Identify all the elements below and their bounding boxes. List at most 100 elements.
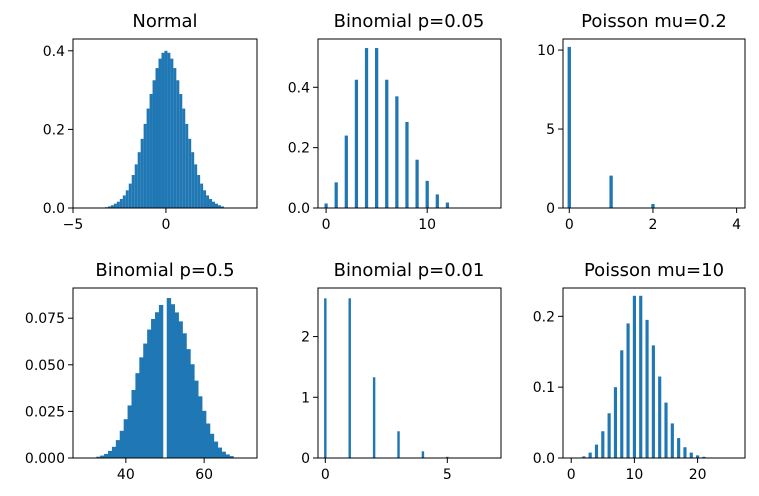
bar — [609, 175, 613, 208]
bar — [152, 80, 156, 208]
bar — [131, 389, 136, 458]
bar — [209, 198, 213, 208]
bar — [212, 201, 215, 208]
y-tick-label: 0.0 — [288, 201, 310, 217]
bar — [178, 321, 183, 458]
y-axis-ticks: 0 1 2 — [301, 330, 318, 467]
axes-frame — [562, 38, 746, 209]
bar — [170, 58, 174, 209]
bar — [385, 79, 389, 209]
bar — [601, 431, 605, 458]
bar — [702, 456, 706, 458]
bar — [220, 206, 224, 208]
bar — [200, 183, 204, 208]
bar — [405, 121, 409, 208]
bar — [354, 79, 359, 209]
bar — [161, 52, 165, 209]
bar — [683, 447, 687, 458]
bar — [158, 58, 162, 209]
bar — [166, 298, 172, 458]
bar — [348, 298, 351, 458]
bar — [164, 50, 168, 208]
bar — [188, 138, 192, 208]
bar — [201, 410, 207, 458]
bar — [174, 312, 179, 458]
subplot-binomial-p05: Binomial p=0.5 0.000 0.025 0.050 0.075 40 60 — [25, 260, 258, 483]
subplot-normal: Normal 0.0 0.2 0.4 −5 0 — [43, 11, 258, 233]
bar — [194, 380, 199, 458]
bar — [173, 68, 177, 208]
bar — [108, 450, 113, 458]
y-axis-ticks: 0 5 10 — [537, 43, 563, 217]
y-tick-label: 0 — [301, 451, 310, 467]
bar — [324, 203, 328, 208]
bar — [217, 447, 222, 458]
histogram-bars — [575, 295, 706, 459]
bar — [613, 387, 618, 458]
histogram-bars — [104, 50, 224, 209]
x-axis-ticks: 0 10 — [322, 208, 436, 233]
bar — [372, 377, 376, 458]
histogram-bars — [324, 298, 449, 458]
bar — [143, 123, 147, 208]
x-tick-label: 0 — [567, 467, 576, 483]
axes-frame — [72, 38, 258, 209]
bar — [696, 455, 700, 458]
y-tick-label: 5 — [546, 122, 555, 138]
bar — [209, 433, 215, 458]
bar — [134, 164, 138, 208]
bar — [689, 452, 693, 458]
bar — [421, 451, 425, 458]
bar — [194, 164, 198, 208]
x-tick-label: 5 — [443, 467, 452, 483]
bar — [415, 159, 419, 208]
x-tick-label: 0 — [565, 217, 574, 233]
y-tick-label: 0.2 — [288, 141, 310, 157]
x-tick-label: 10 — [418, 217, 436, 233]
subplot-title: Binomial p=0.01 — [334, 260, 485, 281]
bar — [324, 298, 327, 458]
bar — [123, 419, 129, 458]
bar — [140, 138, 144, 208]
bar — [143, 343, 148, 458]
bar — [158, 304, 164, 458]
bar — [435, 194, 439, 208]
subplot-title: Poisson mu=10 — [584, 260, 724, 281]
x-axis-ticks: 0 10 20 — [567, 458, 707, 483]
bar — [127, 405, 132, 458]
bar — [176, 80, 180, 208]
x-tick-label: 4 — [732, 217, 741, 233]
bar — [375, 48, 379, 208]
bar — [139, 357, 144, 458]
y-axis-ticks: 0.0 0.2 0.4 — [43, 44, 73, 217]
axes-frame — [317, 38, 502, 209]
bar — [167, 52, 171, 209]
y-tick-label: 0.4 — [288, 80, 310, 96]
axes-frame — [562, 287, 746, 459]
bar — [651, 204, 655, 208]
bar — [190, 364, 195, 458]
bar — [135, 373, 140, 458]
bar — [147, 329, 152, 458]
subplot-poisson-mu02: Poisson mu=0.2 0 5 10 0 2 4 — [537, 11, 746, 233]
y-tick-label: 0 — [546, 201, 555, 217]
y-tick-label: 0.0 — [533, 451, 555, 467]
bar — [182, 108, 186, 208]
bar — [632, 295, 636, 458]
subplot-title: Normal — [132, 11, 197, 32]
y-tick-label: 0.075 — [25, 311, 65, 327]
bar — [607, 413, 611, 458]
bar — [110, 205, 114, 208]
y-tick-label: 1 — [301, 390, 310, 406]
bar — [96, 456, 101, 458]
bar — [364, 48, 369, 208]
bar — [116, 201, 120, 208]
x-tick-label: 2 — [648, 217, 657, 233]
y-tick-label: 0.2 — [43, 122, 65, 138]
bar — [588, 452, 592, 458]
subplot-poisson-mu10: Poisson mu=10 0.0 0.1 0.2 0 10 20 — [533, 260, 746, 483]
y-tick-label: 0.050 — [25, 358, 65, 374]
bar — [191, 152, 195, 208]
x-axis-ticks: 0 2 4 — [565, 208, 741, 233]
